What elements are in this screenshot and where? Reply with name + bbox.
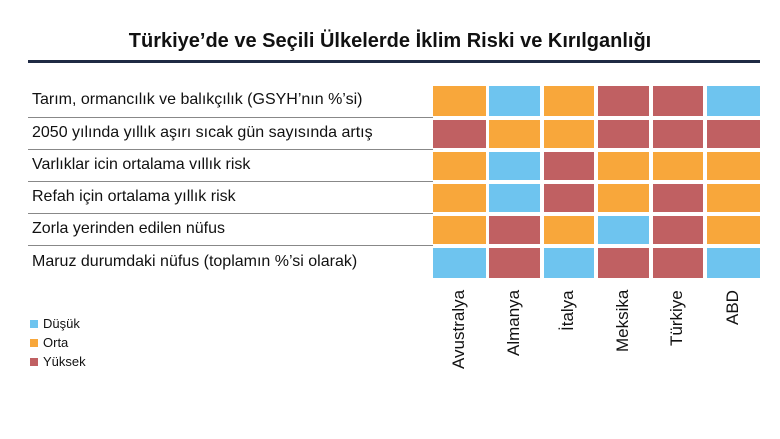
heatmap-cell: [489, 216, 540, 244]
legend-item: Düşük: [30, 316, 80, 331]
column-label: Meksika: [612, 289, 632, 352]
heatmap-cell: [653, 86, 703, 116]
heatmap-cell: [544, 216, 594, 244]
heatmap-cell: [653, 120, 703, 148]
column-label: İtalya: [558, 290, 577, 331]
heatmap-cell: [433, 86, 486, 116]
legend-label: Düşük: [43, 316, 80, 331]
row-divider: [28, 117, 433, 118]
heatmap-cell: [489, 248, 540, 278]
heatmap-cell: [544, 184, 594, 212]
heatmap-cell: [653, 216, 703, 244]
heatmap-cell: [433, 248, 486, 278]
legend-swatch: [30, 319, 38, 328]
row-divider: [28, 213, 433, 214]
row-label: Refah için ortalama yıllık risk: [32, 188, 236, 205]
heatmap-cell: [653, 248, 703, 278]
heatmap-cell: [433, 184, 486, 212]
heatmap-cell: [598, 248, 649, 278]
heatmap-cell: [707, 86, 760, 116]
legend-label: Yüksek: [43, 354, 86, 369]
heatmap-cell: [653, 152, 703, 180]
legend-item: Orta: [30, 335, 68, 350]
title-underline: [28, 60, 760, 63]
legend-item: Yüksek: [30, 354, 86, 369]
heatmap-cell: [598, 120, 649, 148]
row-label: Varlıklar icin ortalama vıllık risk: [32, 156, 251, 173]
heatmap-cell: [598, 216, 649, 244]
heatmap-cell: [707, 152, 760, 180]
heatmap-cell: [598, 184, 649, 212]
heatmap-cell: [544, 120, 594, 148]
heatmap-cell: [598, 86, 649, 116]
heatmap-cell: [544, 248, 594, 278]
column-label: Almanya: [503, 289, 523, 356]
heatmap-cell: [598, 152, 649, 180]
column-label: Türkiye: [667, 290, 686, 346]
heatmap-cell: [489, 184, 540, 212]
heatmap-cell: [707, 248, 760, 278]
heatmap-cell: [489, 86, 540, 116]
row-label: Maruz durumdaki nüfus (toplamın %’si ola…: [32, 253, 358, 270]
heatmap-cell: [707, 120, 760, 148]
heatmap-cell: [489, 152, 540, 180]
row-label: Zorla yerinden edilen nüfus: [32, 220, 226, 237]
row-label: Tarım, ormancılık ve balıkçılık (GSYH’nı…: [32, 91, 363, 108]
heatmap-cell: [544, 86, 594, 116]
column-label: Avustralya: [448, 289, 468, 369]
heatmap-cell: [707, 184, 760, 212]
heatmap-cell: [433, 120, 486, 148]
heatmap-cell: [433, 152, 486, 180]
row-divider: [28, 181, 433, 182]
heatmap-cell: [653, 184, 703, 212]
column-label: ABD: [722, 290, 742, 325]
row-divider: [28, 245, 433, 246]
chart-title: Türkiye’de ve Seçili Ülkelerde İklim Ris…: [128, 30, 652, 52]
legend-swatch: [30, 357, 38, 366]
heatmap-cell: [489, 120, 540, 148]
legend-label: Orta: [43, 335, 69, 350]
heatmap-cell: [707, 216, 760, 244]
row-divider: [28, 149, 433, 150]
legend-swatch: [30, 338, 38, 347]
heatmap-cell: [433, 216, 486, 244]
row-label: 2050 yılında yıllık aşırı sıcak gün sayı…: [32, 124, 373, 141]
heatmap-cell: [544, 152, 594, 180]
